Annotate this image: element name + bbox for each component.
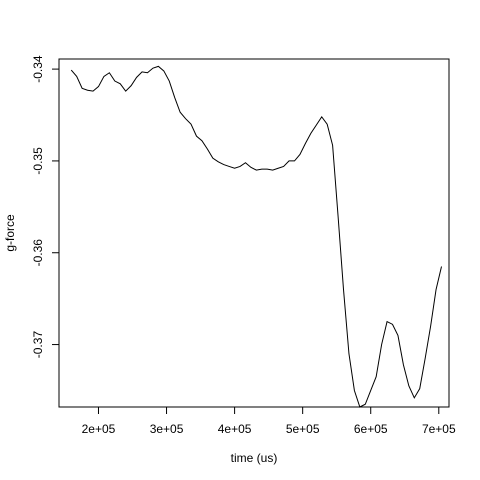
x-tick-label: 6e+05	[354, 422, 388, 436]
x-axis-label: time (us)	[231, 451, 278, 465]
y-tick-label: -0.36	[31, 239, 45, 267]
x-tick-label: 3e+05	[150, 422, 184, 436]
x-tick-label: 4e+05	[218, 422, 252, 436]
y-tick-label: -0.34	[31, 55, 45, 83]
plot-frame	[58, 58, 450, 408]
x-tick-label: 7e+05	[422, 422, 456, 436]
y-tick-label: -0.35	[31, 147, 45, 175]
series-line	[70, 65, 442, 408]
x-tick-label: 5e+05	[286, 422, 320, 436]
y-tick-label: -0.37	[31, 331, 45, 359]
x-axis: 2e+05 3e+05 4e+05 5e+05 6e+05 7e+05	[82, 406, 456, 436]
y-axis-label: g-force	[3, 214, 17, 252]
x-tick-label: 2e+05	[82, 422, 116, 436]
